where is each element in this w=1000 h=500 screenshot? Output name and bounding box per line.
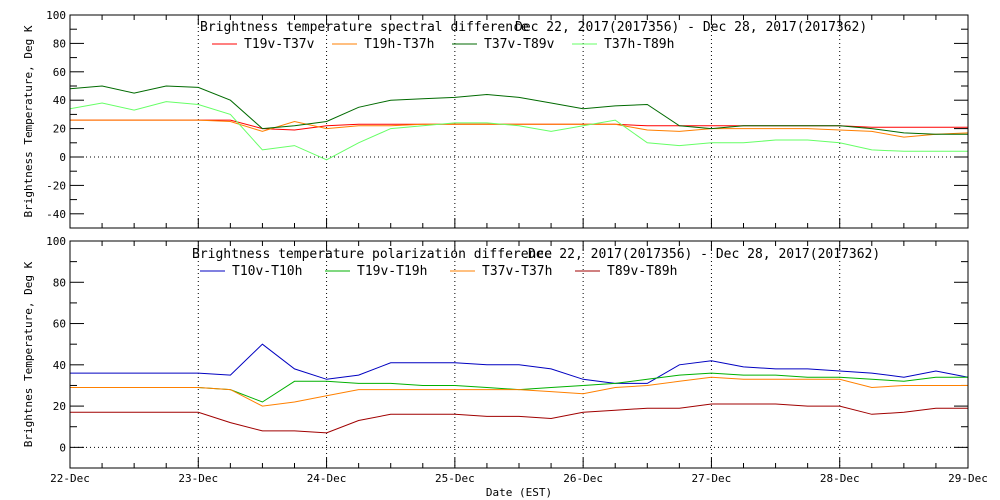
legend-label: T19h-T37h <box>364 37 434 52</box>
panel-2: 100 80 60 40 20 0 T10v-T10h T19v-T19h T37v-T37h T… <box>22 235 988 499</box>
y-tick-label: 20 <box>53 123 66 136</box>
chart-title: Brightness temperature spectral differen… <box>200 20 529 35</box>
y-tick-label: 80 <box>53 37 66 50</box>
x-tick-label: 24-Dec <box>307 472 347 485</box>
series-line-T19h-T37h <box>70 119 969 138</box>
series-line-T37h-T89h <box>69 101 968 161</box>
y-tick-label: -40 <box>46 208 66 221</box>
chart-title: Brightness temperature polarization diff… <box>192 247 552 262</box>
x-tick-label: 26-Dec <box>563 472 603 485</box>
y-tick-label: 0 <box>59 441 66 454</box>
series-line-T89v-T89h <box>70 403 968 434</box>
series-line-T37v-T37h <box>70 376 968 407</box>
plot-frame <box>69 14 969 229</box>
y-tick-label: 60 <box>53 318 66 331</box>
y-axis-label: Brightnes Temperature, Deg K <box>22 261 35 447</box>
y-axis-label: Brightness Temperature, Deg K <box>22 25 35 217</box>
y-tick-label: 100 <box>46 235 66 248</box>
plot-frame <box>69 240 969 469</box>
x-tick-label: 27-Dec <box>692 472 732 485</box>
series-line-T37v-T89v <box>69 85 968 135</box>
x-tick-label: 28-Dec <box>820 472 860 485</box>
y-tick-label: -20 <box>46 179 66 192</box>
x-tick-label: 23-Dec <box>178 472 218 485</box>
y-tick-label: 0 <box>59 151 66 164</box>
series-line-T19v-T37v <box>70 119 968 131</box>
y-tick-label: 80 <box>53 276 66 289</box>
y-tick-label: 100 <box>46 9 66 22</box>
legend-label: T37v-T37h <box>482 264 552 279</box>
panel-1: 100 80 60 40 20 0 -20 -40 T19v-T37v T19h-T37h T37v… <box>22 9 969 229</box>
legend-label: T10v-T10h <box>232 264 302 279</box>
series-line-T10v-T10h <box>70 343 969 384</box>
legend-label: T19v-T19h <box>357 264 427 279</box>
legend-label: T37h-T89h <box>604 37 674 52</box>
x-tick-label: 22-Dec <box>50 472 90 485</box>
legend-label: T19v-T37v <box>244 37 315 52</box>
chart-date-range: Dec 22, 2017(2017356) - Dec 28, 2017(201… <box>515 20 867 35</box>
y-tick-label: 40 <box>53 94 66 107</box>
x-axis-label: Date (EST) <box>486 486 552 499</box>
chart-date-range: Dec 22, 2017(2017356) - Dec 28, 2017(201… <box>528 247 880 262</box>
x-tick-label: 25-Dec <box>435 472 475 485</box>
x-tick-label: 29-Dec <box>948 472 988 485</box>
legend-label: T37v-T89v <box>484 37 555 52</box>
legend-label: T89v-T89h <box>607 264 677 279</box>
y-tick-label: 20 <box>53 400 66 413</box>
y-tick-label: 60 <box>53 66 66 79</box>
y-tick-label: 40 <box>53 359 66 372</box>
